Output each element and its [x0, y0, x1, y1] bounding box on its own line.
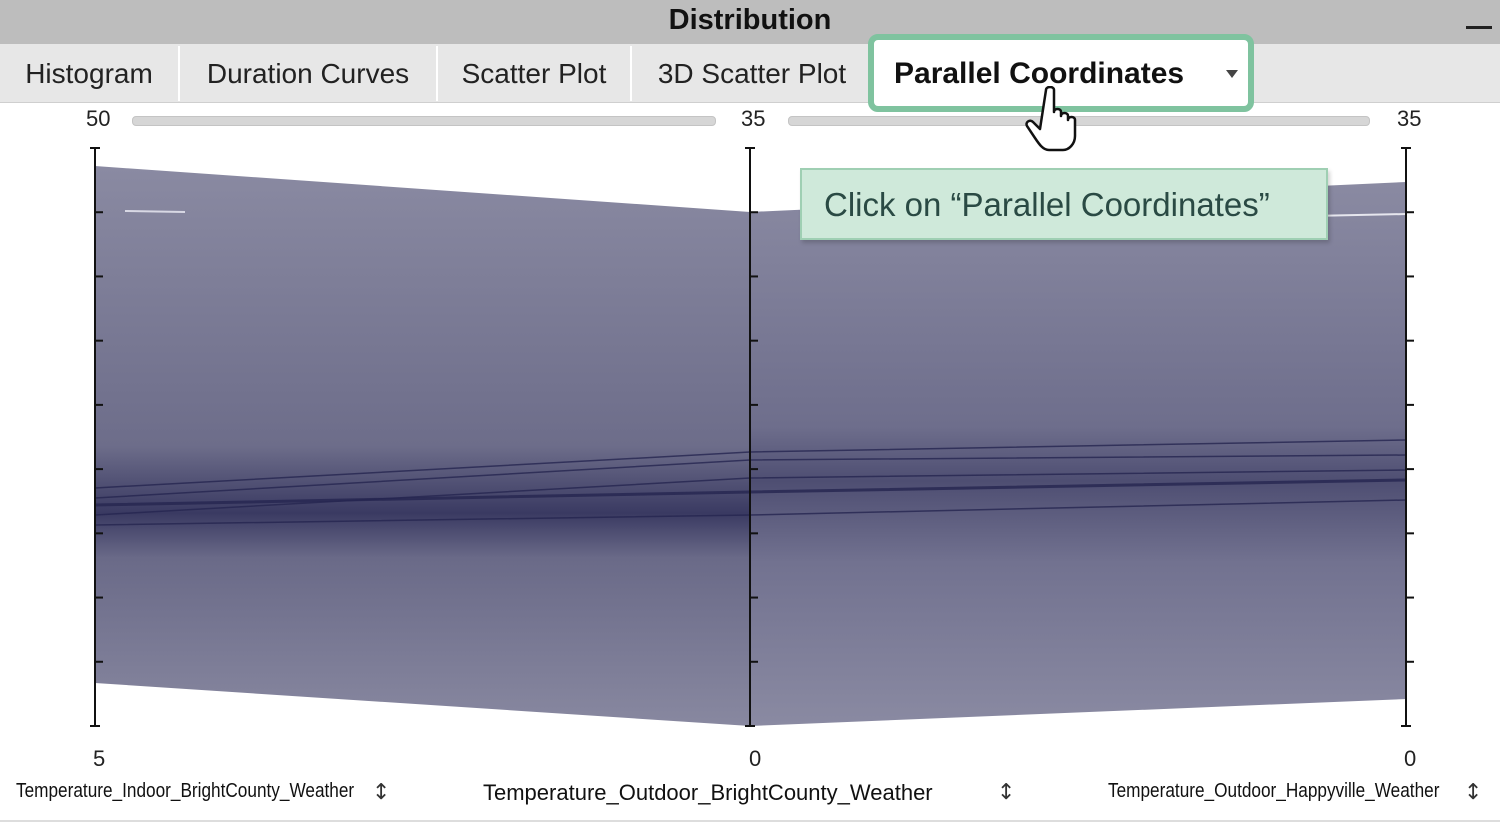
tab-3d-scatter-plot[interactable]: 3D Scatter Plot [657, 58, 847, 89]
axis-3-max-label: 35 [1397, 106, 1422, 131]
axis-1-max-label: 50 [86, 106, 111, 131]
tab-separator [630, 46, 632, 101]
tab-separator [436, 46, 438, 101]
sort-arrows-icon[interactable]: ↕ [372, 780, 391, 805]
axis-2-max-label: 35 [741, 106, 766, 131]
sort-arrows-icon[interactable]: ↕ [997, 780, 1016, 805]
tab-histogram[interactable]: Histogram [25, 58, 153, 89]
minimize-icon[interactable] [1466, 26, 1492, 29]
axes-group [90, 147, 1414, 727]
axis-1-min-label: 5 [93, 746, 106, 771]
tab-scatter-plot[interactable]: Scatter Plot [461, 58, 607, 89]
axis-2-name: Temperature_Outdoor_BrightCounty_Weather [483, 780, 933, 805]
chevron-down-icon[interactable] [1226, 70, 1238, 78]
hand-cursor-icon [1025, 86, 1077, 152]
axis-3-name: Temperature_Outdoor_Happyville_Weather [1108, 780, 1440, 802]
line-bands [94, 166, 1407, 726]
instruction-callout: Click on “Parallel Coordinates” [800, 168, 1328, 240]
lines-band-2-3 [750, 182, 1406, 726]
range-slider-1[interactable] [132, 116, 716, 126]
axis-3-min-label: 0 [1404, 746, 1417, 771]
tab-parallel-coordinates-label: Parallel Coordinates [894, 57, 1185, 90]
tab-separator [178, 46, 180, 101]
sort-arrows-icon[interactable]: ↕ [1464, 780, 1483, 805]
callout-text: Click on “Parallel Coordinates” [824, 186, 1270, 223]
bottom-divider [0, 820, 1500, 822]
tab-duration-curves[interactable]: Duration Curves [206, 58, 410, 89]
window-title: Distribution [668, 4, 832, 36]
lines-band-1-2 [95, 166, 750, 726]
range-slider-2[interactable] [788, 116, 1370, 126]
axis-2-min-label: 0 [749, 746, 762, 771]
light-line [124, 210, 186, 213]
axis-1-name: Temperature_Indoor_BrightCounty_Weather [16, 780, 355, 802]
